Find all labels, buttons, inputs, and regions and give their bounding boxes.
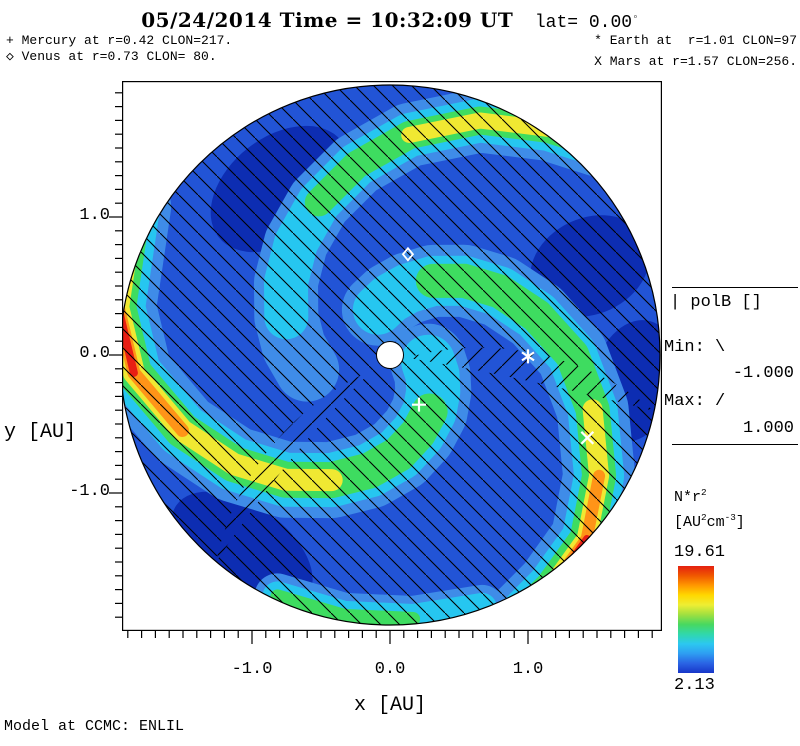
disk-outline: [122, 84, 661, 626]
legend-rule-top: [672, 287, 798, 288]
polb-min-label: Min: \: [664, 338, 726, 357]
y-tick-0: 0.0: [79, 344, 110, 363]
venus-marker: [401, 246, 415, 262]
legend-rule-bottom: [672, 444, 798, 445]
title-latitude: lat= 0.00◦: [534, 12, 639, 33]
y-axis-label: y [AU]: [4, 421, 77, 444]
earth-marker: [521, 349, 535, 364]
hatch-positive-region: [216, 347, 654, 562]
x-axis-label: x [AU]: [353, 694, 426, 717]
mercury-marker: [411, 397, 426, 412]
colorbar: [678, 566, 714, 673]
model-credit: Model at CCMC: ENLIL: [4, 718, 185, 735]
mercury-label: + Mercury at r=0.42 CLON=217.: [6, 33, 233, 48]
plot-title: 05/24/2014 Time = 10:32:09 UT lat= 0.00◦: [0, 8, 780, 33]
mars-label: X Mars at r=1.57 CLON=256.: [594, 54, 797, 69]
polb-min-value: -1.000: [732, 364, 794, 383]
title-datetime: 05/24/2014 Time = 10:32:09 UT: [141, 8, 514, 32]
y-tick-1: 1.0: [79, 206, 110, 225]
degree-symbol: ◦: [632, 12, 639, 24]
x-tick-0: 0.0: [374, 660, 406, 679]
planet-markers: [401, 246, 595, 445]
x-tick-m1: -1.0: [231, 660, 273, 679]
y-tick-m1: -1.0: [69, 482, 110, 501]
plot-area: [122, 84, 661, 626]
colorbar-max: 19.61: [674, 543, 726, 562]
polb-max-value: 1.000: [742, 419, 794, 438]
polb-max-label: Max: /: [664, 392, 726, 411]
mars-marker: [580, 431, 595, 445]
earth-label: * Earth at r=1.01 CLON=97: [594, 33, 797, 48]
venus-label: ◇ Venus at r=0.73 CLON= 80.: [6, 49, 217, 64]
colorbar-units: [AU2cm-3]: [674, 512, 745, 531]
colorbar-min: 2.13: [674, 676, 715, 695]
axis-ticks: [109, 92, 653, 644]
sun-inner-boundary: [376, 341, 404, 369]
x-tick-1: 1.0: [512, 660, 544, 679]
heliosphere-plot: [109, 81, 662, 644]
polb-heading: | polB []: [670, 293, 762, 312]
colorbar-quantity: N*r2: [674, 487, 707, 506]
plot-frame: [122, 81, 662, 631]
